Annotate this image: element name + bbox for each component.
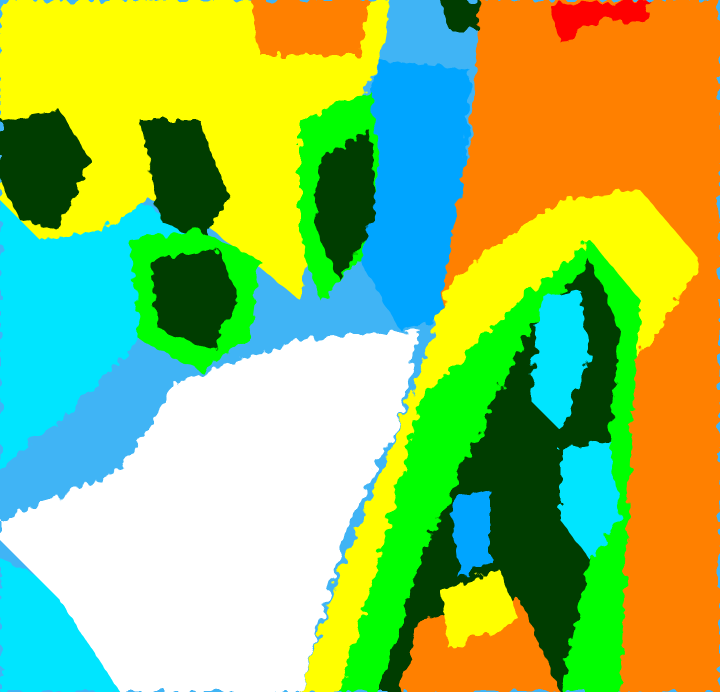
yellow-patch-bottom	[440, 570, 520, 650]
orange-region-top	[250, 0, 370, 55]
red-region-top	[550, 0, 650, 42]
dark-green-center	[140, 120, 230, 240]
dark-green-edge-coast	[315, 130, 375, 280]
dark-green-clusters-center	[150, 250, 240, 350]
orange-patch-bottom	[400, 600, 560, 692]
cyan-patch-lower-right-2	[560, 440, 620, 560]
cyan-region-bottom-left	[0, 560, 120, 692]
white-region-bottom	[0, 330, 420, 692]
blue-patch-lower-right	[450, 490, 490, 580]
cyan-patch-lower-right-1	[530, 290, 590, 430]
dark-green-top-left	[0, 110, 90, 230]
